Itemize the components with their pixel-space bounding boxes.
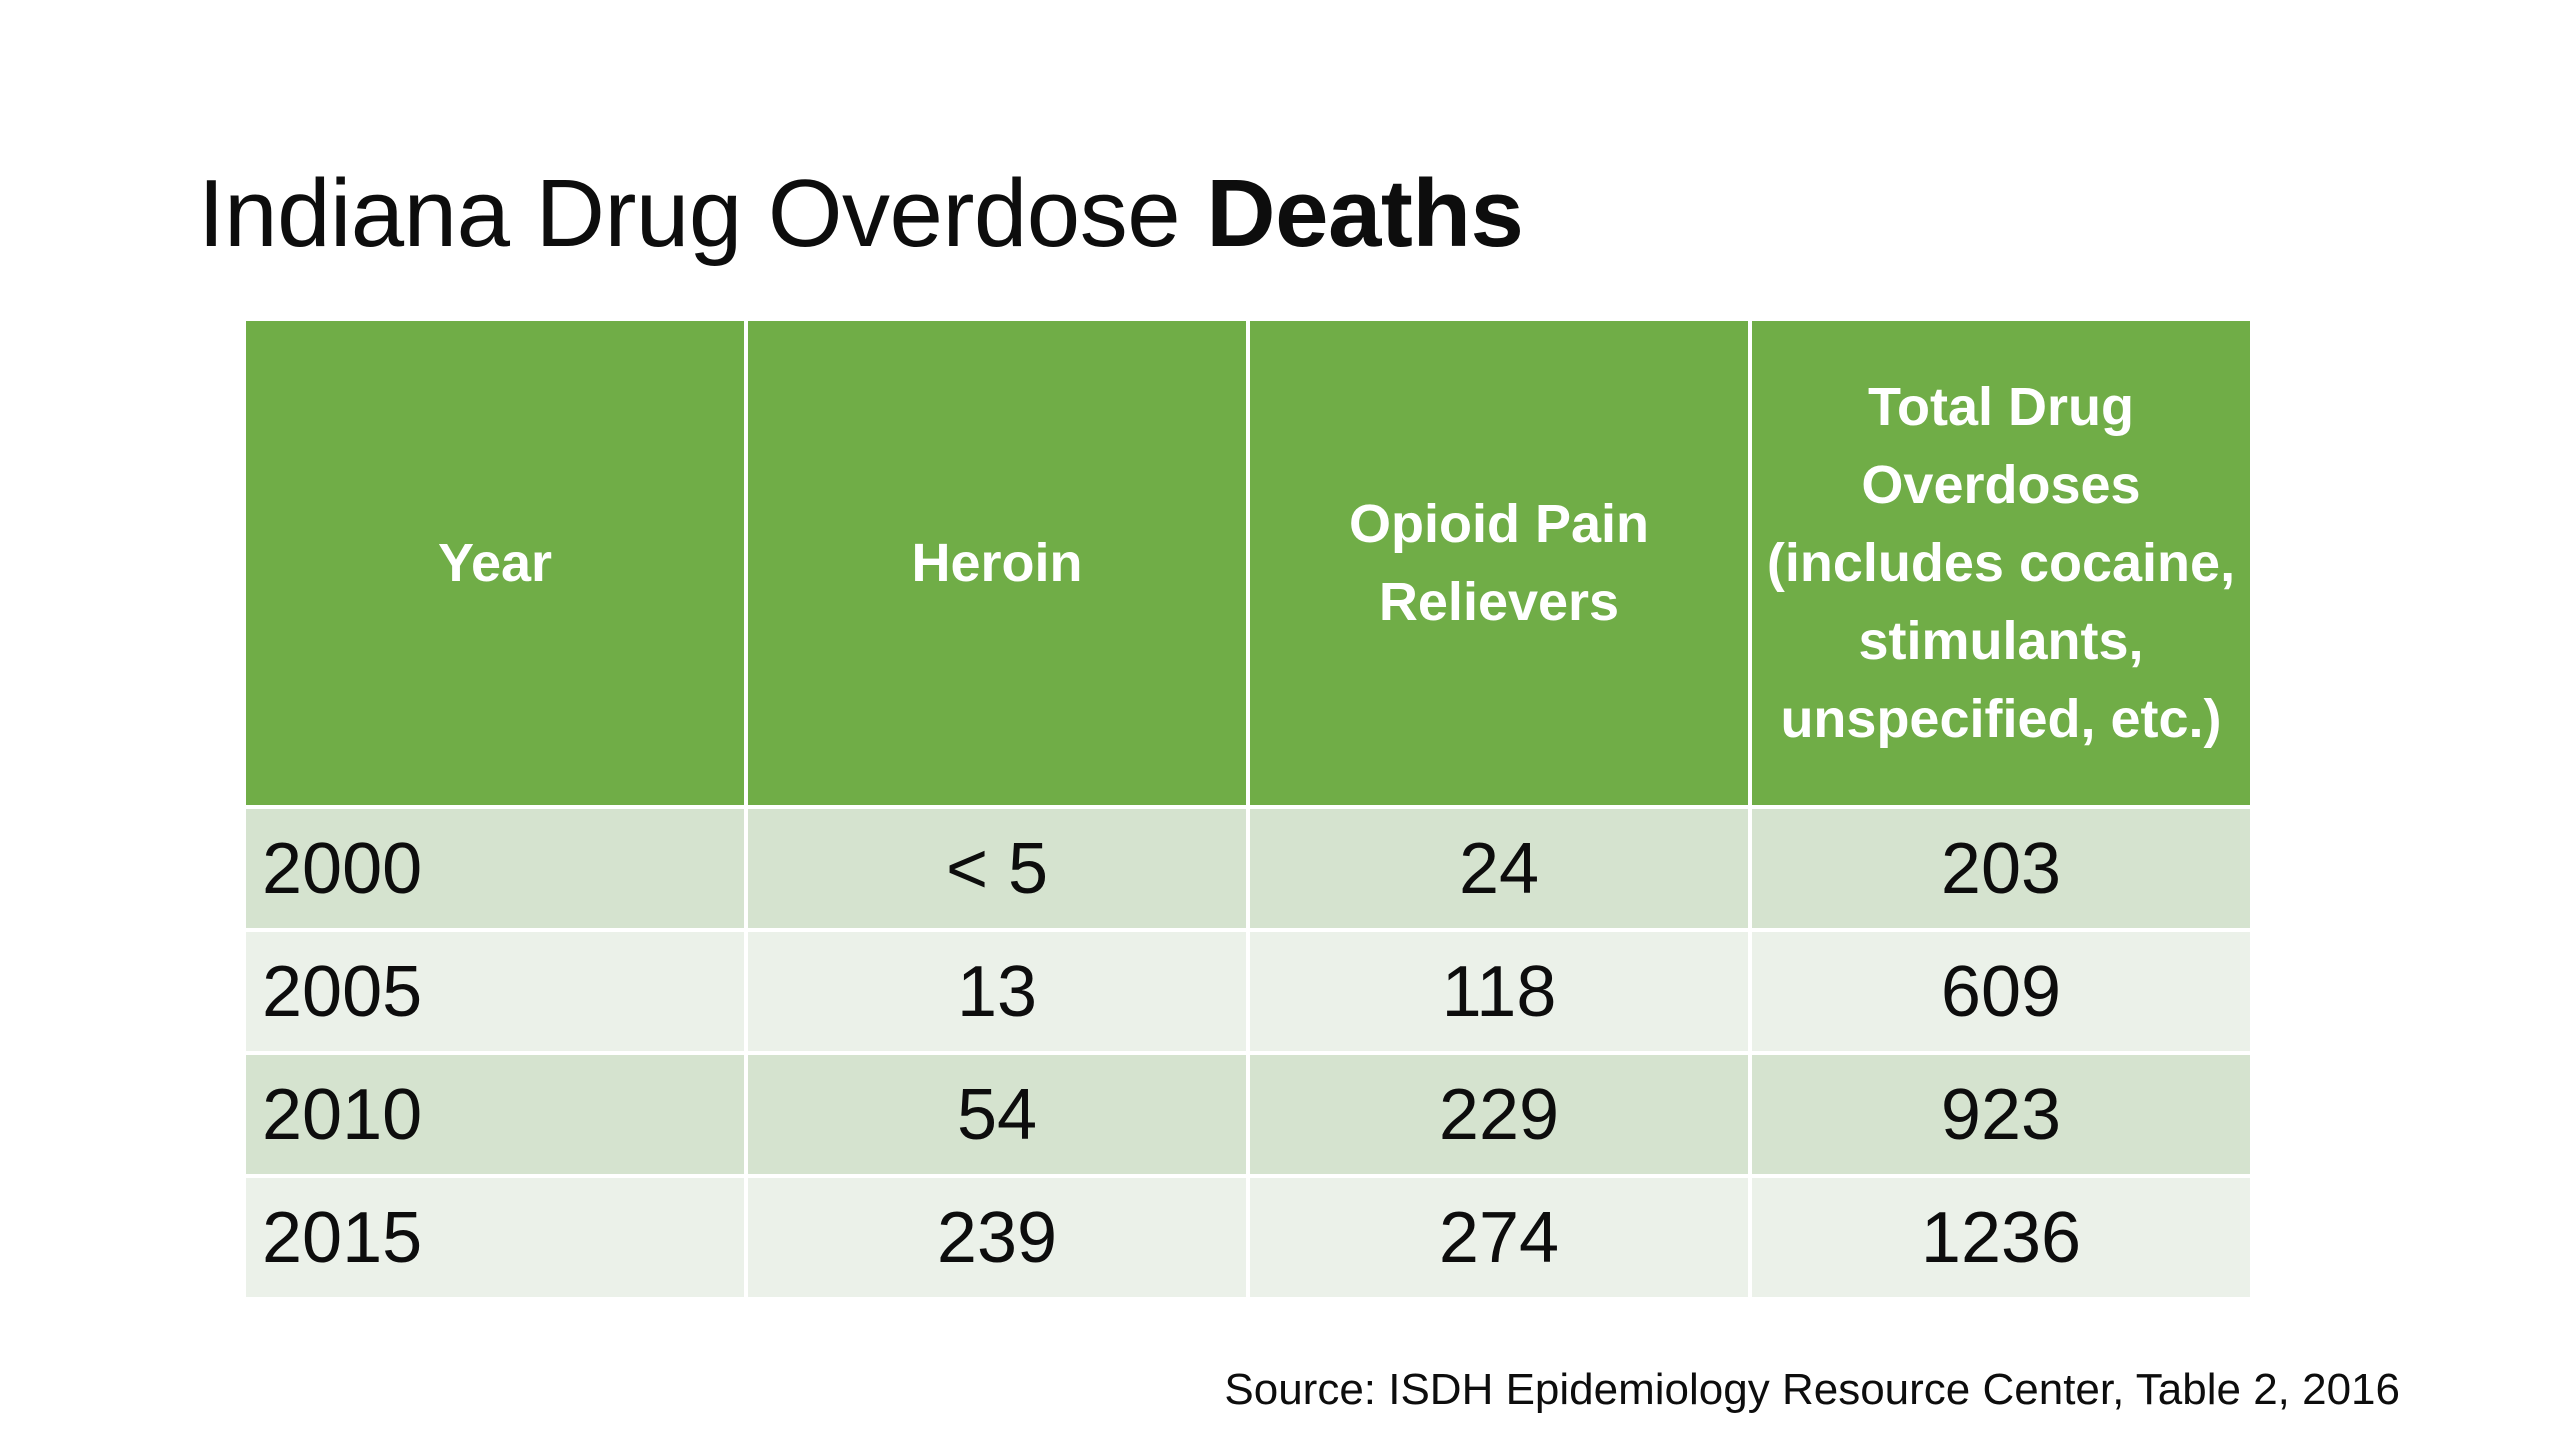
cell-heroin: 54 <box>744 1051 1250 1178</box>
header-year: Year <box>242 317 748 809</box>
overdose-table: Year Heroin Opioid Pain Relievers Total … <box>242 317 2254 1301</box>
header-heroin: Heroin <box>744 317 1250 809</box>
cell-opioid: 229 <box>1246 1051 1752 1178</box>
cell-opioid: 24 <box>1246 805 1752 932</box>
cell-opioid: 118 <box>1246 928 1752 1055</box>
cell-heroin: 13 <box>744 928 1250 1055</box>
header-total-text: Total Drug Overdoses (includes cocaine, … <box>1766 377 2236 749</box>
cell-total: 1236 <box>1748 1174 2254 1301</box>
cell-year: 2005 <box>242 928 748 1055</box>
cell-total: 609 <box>1748 928 2254 1055</box>
table-row: 2000 < 5 24 203 <box>242 805 2254 932</box>
cell-total: 923 <box>1748 1051 2254 1178</box>
table-row: 2015 239 274 1236 <box>242 1174 2254 1301</box>
cell-opioid: 274 <box>1246 1174 1752 1301</box>
header-row: Year Heroin Opioid Pain Relievers Total … <box>242 317 2254 809</box>
cell-year: 2000 <box>242 805 748 932</box>
cell-heroin: 239 <box>744 1174 1250 1301</box>
cell-year: 2010 <box>242 1051 748 1178</box>
header-total-overdoses: Total Drug Overdoses (includes cocaine, … <box>1748 317 2254 809</box>
title-bold: Deaths <box>1206 160 1524 267</box>
title-regular: Indiana Drug Overdose <box>198 160 1207 267</box>
table-row: 2010 54 229 923 <box>242 1051 2254 1178</box>
header-opioid-pain-relievers: Opioid Pain Relievers <box>1246 317 1752 809</box>
slide-title: Indiana Drug Overdose Deaths <box>198 150 1524 278</box>
cell-year: 2015 <box>242 1174 748 1301</box>
source-citation: Source: ISDH Epidemiology Resource Cente… <box>1224 1365 2400 1414</box>
table-row: 2005 13 118 609 <box>242 928 2254 1055</box>
cell-heroin: < 5 <box>744 805 1250 932</box>
cell-total: 203 <box>1748 805 2254 932</box>
header-opioid-text: Opioid Pain Relievers <box>1348 494 1649 632</box>
